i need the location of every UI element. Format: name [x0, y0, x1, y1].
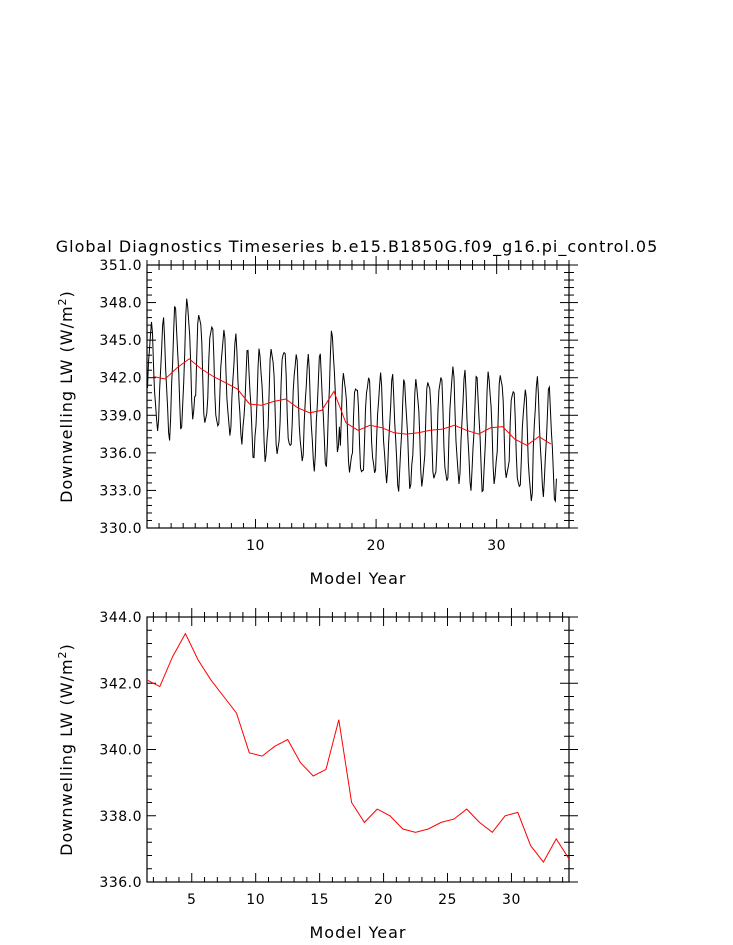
annual-mean-line	[152, 358, 552, 446]
y-tick-label: 333.0	[99, 483, 142, 499]
y-tick-label: 339.0	[99, 408, 142, 424]
x-tick-label: 25	[438, 892, 457, 908]
y-tick-label: 348.0	[99, 296, 142, 312]
x-tick-label: 10	[246, 538, 265, 554]
y-tick-label: 338.0	[99, 809, 142, 825]
y-tick-label: 344.0	[99, 610, 142, 626]
y-tick-label: 336.0	[99, 875, 142, 891]
y-tick-label: 351.0	[99, 258, 142, 274]
x-tick-label: 30	[502, 892, 521, 908]
x-tick-label: 30	[487, 538, 506, 554]
x-tick-label: 20	[367, 538, 386, 554]
y-tick-label: 340.0	[99, 743, 142, 759]
plot-frame	[146, 616, 570, 883]
x-tick-label: 10	[246, 892, 265, 908]
x-tick-label: 20	[374, 892, 393, 908]
y-tick-label: 330.0	[99, 521, 142, 537]
y-axis-title: Downwelling LW (W/m2)	[56, 643, 76, 856]
x-tick-label: 15	[310, 892, 329, 908]
y-tick-label: 342.0	[99, 676, 142, 692]
y-tick-label: 342.0	[99, 371, 142, 387]
x-axis-title: Model Year	[310, 923, 407, 942]
top-panel: 10 20 30 330.0 333.0 336.0 339.0 342.0 345.0 348.…	[56, 256, 578, 588]
y-axis-title: Downwelling LW (W/m2)	[56, 290, 76, 503]
y-tick-label: 336.0	[99, 446, 142, 462]
bottom-panel: 5 10 15 20 25 30 336.0 338.0 340.0 342.0 344.0 Mode…	[56, 608, 578, 942]
plot-frame	[146, 264, 570, 529]
x-tick-label: 5	[187, 892, 196, 908]
y-tick-label: 345.0	[99, 333, 142, 349]
annual-mean-line	[147, 632, 569, 864]
figure-title: Global Diagnostics Timeseries b.e15.B185…	[56, 237, 659, 257]
monthly-series-line	[147, 298, 557, 503]
x-axis-title: Model Year	[310, 569, 407, 588]
